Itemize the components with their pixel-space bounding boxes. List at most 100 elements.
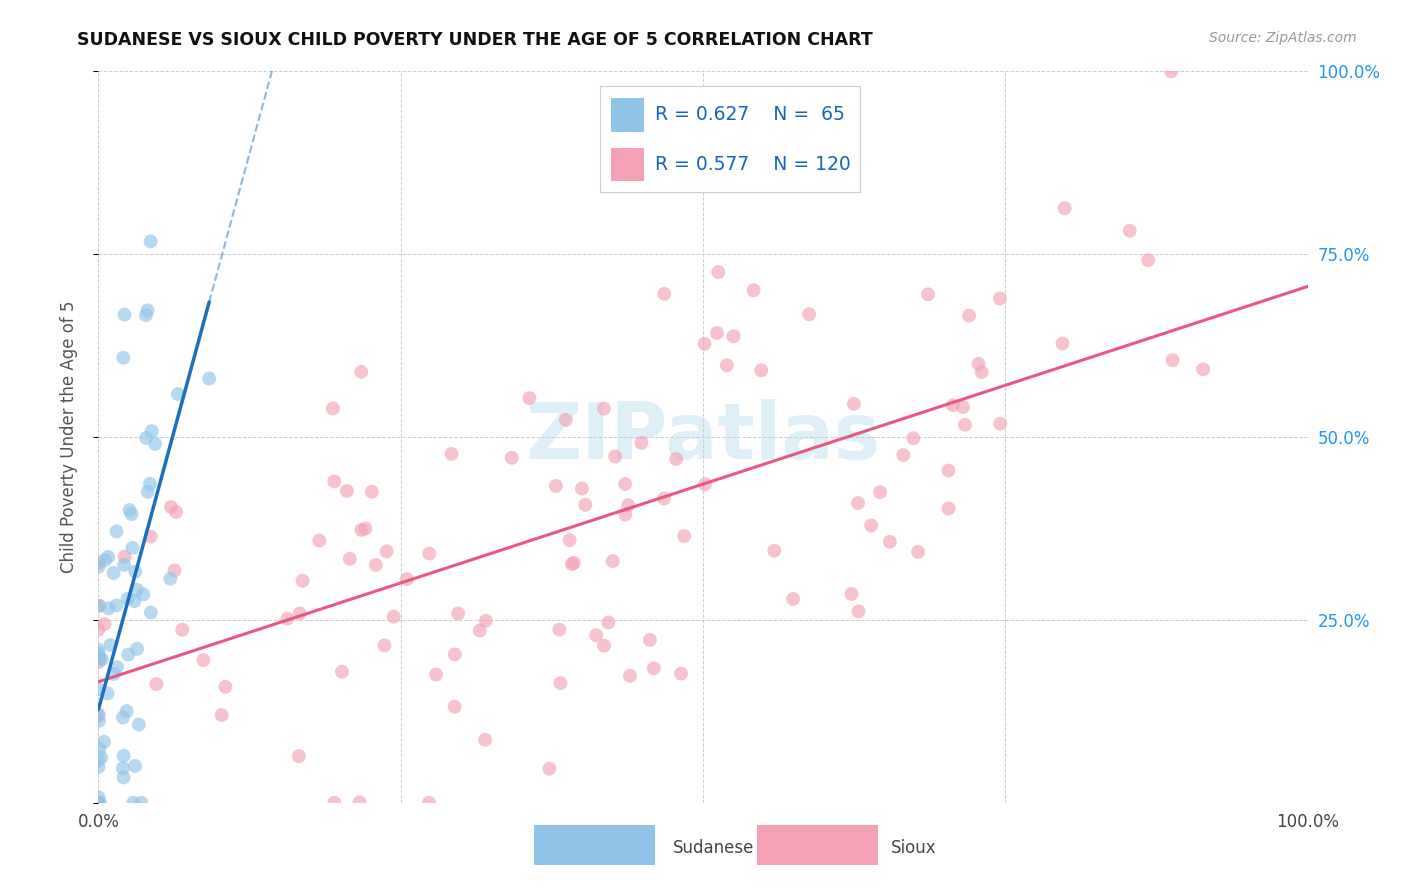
Point [87, 796, 110, 810]
Point [323, 796, 346, 810]
Point [330, 665, 353, 679]
Point [93, 735, 115, 749]
Point [112, 771, 135, 785]
Point [860, 518, 883, 533]
Point [87, 708, 110, 723]
Point [135, 431, 157, 445]
Point [114, 308, 136, 322]
Point [988, 417, 1011, 431]
Point [669, 666, 692, 681]
Point [112, 748, 135, 763]
Point [848, 604, 870, 618]
Point [111, 761, 134, 775]
Point [115, 704, 138, 718]
Point [893, 448, 915, 462]
Point [136, 484, 159, 499]
Point [474, 732, 496, 747]
Point [561, 557, 583, 571]
Point [124, 565, 146, 579]
Point [468, 624, 491, 638]
Point [1192, 362, 1215, 376]
Point [87, 599, 110, 613]
Point [288, 607, 311, 621]
Point [97, 686, 120, 700]
Point [1161, 353, 1184, 368]
Point [382, 609, 405, 624]
Point [291, 574, 314, 588]
Point [117, 648, 139, 662]
Point [652, 491, 675, 506]
Point [339, 552, 361, 566]
Point [538, 762, 561, 776]
Point [89, 741, 111, 756]
Point [87, 650, 110, 665]
Point [598, 615, 620, 630]
Point [614, 477, 637, 491]
Point [375, 544, 398, 558]
Point [87, 760, 110, 774]
Point [87, 796, 110, 810]
Point [89, 652, 111, 666]
Y-axis label: Child Poverty Under the Age of 5: Child Poverty Under the Age of 5 [59, 301, 77, 574]
Text: Source: ZipAtlas.com: Source: ZipAtlas.com [1209, 31, 1357, 45]
Point [592, 401, 614, 416]
Point [132, 587, 155, 601]
Point [117, 591, 139, 606]
Text: ZIPatlas: ZIPatlas [526, 399, 880, 475]
Point [942, 398, 965, 412]
Point [1053, 201, 1076, 215]
Point [131, 796, 153, 810]
Point [87, 559, 110, 574]
Point [87, 623, 110, 637]
Point [105, 524, 128, 539]
Point [665, 452, 688, 467]
Point [443, 699, 465, 714]
Point [630, 435, 652, 450]
Point [103, 566, 125, 580]
Point [87, 796, 110, 810]
Point [97, 549, 120, 564]
Point [364, 558, 387, 572]
Point [554, 413, 576, 427]
Point [693, 336, 716, 351]
Point [706, 326, 728, 340]
Point [418, 547, 440, 561]
Point [276, 612, 298, 626]
Point [105, 599, 128, 613]
Point [593, 639, 616, 653]
Point [87, 646, 110, 660]
Point [124, 594, 146, 608]
Point [571, 482, 593, 496]
Point [87, 650, 110, 665]
Point [167, 387, 190, 401]
Point [87, 655, 110, 669]
Point [128, 717, 150, 731]
Point [1052, 336, 1074, 351]
Point [1160, 64, 1182, 78]
Point [373, 638, 395, 652]
Point [172, 623, 194, 637]
Point [121, 507, 143, 521]
Point [797, 307, 820, 321]
Point [550, 676, 572, 690]
Point [211, 708, 233, 723]
Point [89, 599, 111, 613]
Point [970, 365, 993, 379]
Point [952, 400, 974, 414]
Point [957, 309, 980, 323]
Point [103, 667, 125, 681]
Point [308, 533, 330, 548]
Point [617, 498, 640, 512]
Point [118, 503, 141, 517]
Point [87, 753, 110, 767]
Point [159, 572, 181, 586]
Point [619, 669, 641, 683]
Point [87, 796, 110, 810]
Point [127, 641, 149, 656]
Point [87, 790, 110, 805]
Point [139, 235, 162, 249]
Point [90, 652, 112, 666]
Point [1137, 253, 1160, 268]
Point [723, 329, 745, 343]
Point [87, 796, 110, 810]
